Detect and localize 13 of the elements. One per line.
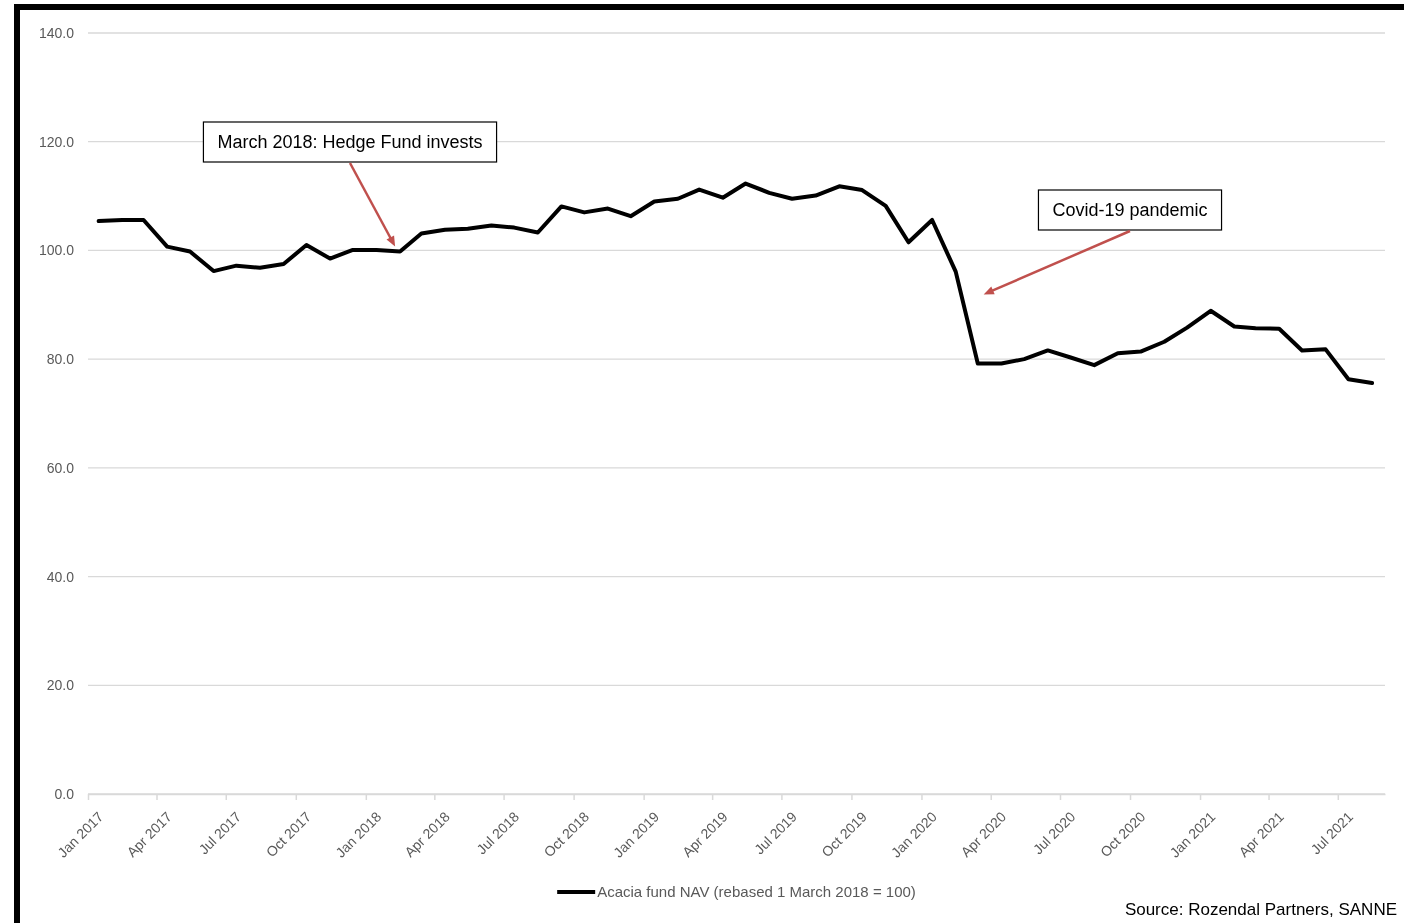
annotation: March 2018: Hedge Fund invests [217, 132, 483, 153]
legend-label: Acacia fund NAV (rebased 1 March 2018 = 100) [597, 883, 916, 901]
line-series [96, 181, 1375, 386]
annotation: Covid-19 pandemic [1052, 200, 1208, 221]
y-tick-label: 40.0 [46, 568, 75, 585]
y-tick-label: 100.0 [38, 242, 75, 259]
y-tick-label: 60.0 [46, 459, 75, 476]
y-tick-label: 0.0 [54, 785, 75, 802]
y-tick-label: 80.0 [46, 351, 75, 368]
y-tick-label: 140.0 [38, 24, 75, 41]
y-tick-label: 120.0 [38, 133, 75, 150]
source-note: Source: Rozendal Partners, SANNE [1124, 900, 1397, 919]
y-tick-label: 20.0 [46, 677, 75, 694]
